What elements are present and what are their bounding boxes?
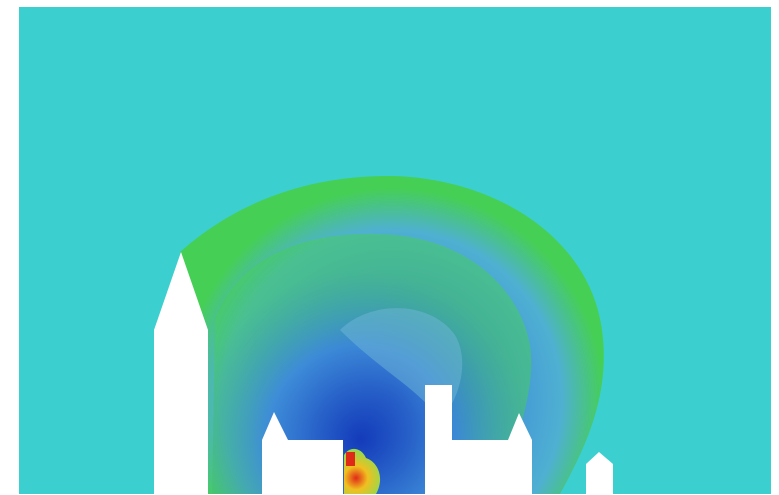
fireball-core (346, 452, 355, 466)
gabled-building (262, 412, 343, 494)
small-spire-building (586, 452, 613, 494)
tower-block-building (425, 385, 532, 494)
building-silhouettes (154, 252, 613, 494)
tall-spire-building (154, 252, 208, 494)
